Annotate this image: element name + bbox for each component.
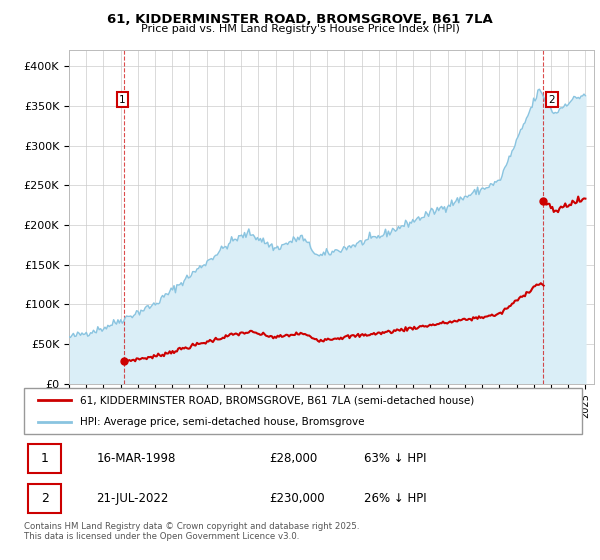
Text: 1: 1 bbox=[41, 452, 49, 465]
Text: £28,000: £28,000 bbox=[269, 452, 318, 465]
Text: 61, KIDDERMINSTER ROAD, BROMSGROVE, B61 7LA: 61, KIDDERMINSTER ROAD, BROMSGROVE, B61 … bbox=[107, 13, 493, 26]
Text: 26% ↓ HPI: 26% ↓ HPI bbox=[364, 492, 427, 505]
FancyBboxPatch shape bbox=[24, 388, 582, 434]
FancyBboxPatch shape bbox=[28, 484, 61, 512]
Text: Price paid vs. HM Land Registry's House Price Index (HPI): Price paid vs. HM Land Registry's House … bbox=[140, 24, 460, 34]
Text: 2: 2 bbox=[548, 95, 555, 105]
FancyBboxPatch shape bbox=[28, 444, 61, 473]
Text: 61, KIDDERMINSTER ROAD, BROMSGROVE, B61 7LA (semi-detached house): 61, KIDDERMINSTER ROAD, BROMSGROVE, B61 … bbox=[80, 395, 474, 405]
Text: Contains HM Land Registry data © Crown copyright and database right 2025.
This d: Contains HM Land Registry data © Crown c… bbox=[24, 522, 359, 542]
Text: 2: 2 bbox=[41, 492, 49, 505]
Text: 1: 1 bbox=[119, 95, 126, 105]
Text: £230,000: £230,000 bbox=[269, 492, 325, 505]
Text: 16-MAR-1998: 16-MAR-1998 bbox=[97, 452, 176, 465]
Text: HPI: Average price, semi-detached house, Bromsgrove: HPI: Average price, semi-detached house,… bbox=[80, 417, 364, 427]
Text: 21-JUL-2022: 21-JUL-2022 bbox=[97, 492, 169, 505]
Text: 63% ↓ HPI: 63% ↓ HPI bbox=[364, 452, 427, 465]
